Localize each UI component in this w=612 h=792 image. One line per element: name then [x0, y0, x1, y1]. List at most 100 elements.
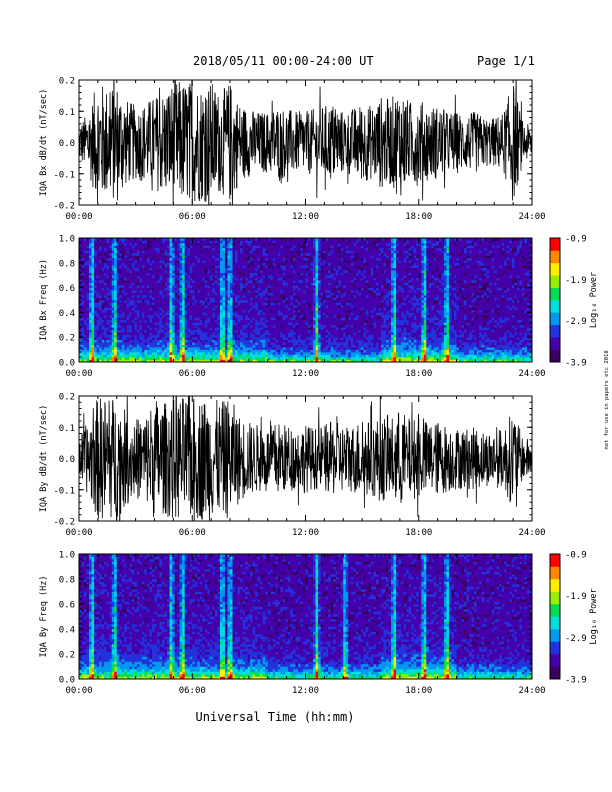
heat-cell — [245, 319, 248, 323]
heat-cell — [202, 300, 206, 303]
heat-cell — [182, 295, 185, 298]
heat-cell — [114, 295, 118, 298]
heat-cell — [230, 327, 233, 331]
heat-cell — [184, 319, 188, 323]
heat-cell — [295, 300, 299, 303]
heat-cell — [260, 275, 264, 278]
heat-cell — [257, 297, 261, 301]
heat-cell — [169, 245, 173, 249]
heat-cell — [313, 334, 316, 338]
heat-cell — [204, 282, 208, 286]
heat-cell — [267, 342, 271, 345]
heat-cell — [104, 309, 107, 313]
heat-cell — [297, 337, 301, 340]
page-number: Page 1/1 — [477, 54, 535, 68]
heat-cell — [290, 280, 294, 283]
heat-cell — [237, 257, 241, 261]
heat-cell — [129, 349, 133, 353]
heat-cell — [96, 267, 100, 271]
heat-cell — [111, 349, 115, 353]
heat-cell — [177, 267, 180, 271]
heat-cell — [245, 267, 248, 271]
heat-cell — [217, 312, 221, 316]
heat-cell — [187, 324, 191, 328]
heat-cell — [119, 285, 123, 288]
heat-cell — [297, 357, 301, 360]
heat-cell — [162, 272, 165, 276]
heat-cell — [144, 282, 148, 286]
heat-cell — [219, 255, 223, 259]
heat-cell — [270, 327, 274, 331]
heat-cell — [114, 245, 118, 249]
heat-cell — [194, 352, 198, 355]
heat-cell — [222, 265, 226, 269]
heat-cell — [149, 257, 153, 261]
heat-cell — [217, 287, 221, 291]
heat-cell — [230, 332, 233, 336]
heat-cell — [177, 300, 180, 303]
heat-cell — [207, 359, 211, 363]
heat-cell — [302, 250, 306, 254]
heat-cell — [89, 352, 92, 355]
heat-cell — [164, 339, 168, 343]
heat-cell — [297, 342, 301, 345]
heat-cell — [235, 267, 238, 271]
heat-cell — [272, 267, 276, 271]
heat-cell — [121, 334, 125, 338]
heat-cell — [121, 359, 125, 363]
heat-cell — [222, 260, 226, 264]
heat-cell — [89, 322, 92, 326]
heat-cell — [84, 290, 87, 293]
heat-cell — [91, 349, 95, 353]
heat-cell — [247, 247, 251, 251]
heat-cell — [179, 285, 183, 288]
heat-cell — [257, 314, 261, 318]
heat-cell — [260, 257, 264, 261]
heat-cell — [101, 245, 105, 249]
heat-cell — [104, 262, 107, 266]
heat-cell — [202, 297, 206, 301]
heat-cell — [121, 297, 125, 301]
heat-cell — [275, 349, 279, 353]
heat-cell — [99, 302, 102, 306]
heat-cell — [232, 295, 236, 298]
heat-cell — [204, 280, 208, 283]
heat-cell — [297, 349, 301, 353]
heat-cell — [84, 317, 87, 321]
heat-cell — [232, 319, 236, 323]
heat-cell — [235, 344, 238, 348]
heat-cell — [257, 304, 261, 308]
heat-cell — [134, 334, 138, 338]
heat-cell — [237, 285, 241, 288]
heat-cell — [141, 295, 145, 298]
heat-cell — [179, 319, 183, 323]
heat-cell — [252, 334, 256, 338]
heat-cell — [308, 347, 311, 350]
heat-cell — [260, 322, 264, 326]
heat-cell — [79, 275, 82, 278]
heat-cell — [129, 245, 133, 249]
heat-cell — [277, 352, 281, 355]
heat-cell — [139, 307, 143, 311]
heat-cell — [144, 352, 148, 355]
heat-cell — [126, 332, 130, 336]
heat-cell — [292, 309, 296, 313]
heat-cell — [202, 314, 206, 318]
heat-cell — [217, 337, 221, 340]
heat-cell — [313, 300, 316, 303]
heat-cell — [227, 287, 231, 291]
heat-cell — [139, 267, 143, 271]
heat-cell — [184, 267, 188, 271]
heat-cell — [111, 317, 115, 321]
heat-cell — [89, 260, 92, 264]
heat-cell — [224, 314, 228, 318]
heat-cell — [121, 267, 125, 271]
heat-cell — [89, 295, 92, 298]
heat-cell — [151, 334, 155, 338]
heat-cell — [285, 332, 289, 336]
heat-cell — [230, 300, 233, 303]
heat-cell — [159, 347, 163, 350]
heat-cell — [217, 307, 221, 311]
heat-cell — [84, 342, 87, 345]
heat-cell — [315, 277, 319, 281]
